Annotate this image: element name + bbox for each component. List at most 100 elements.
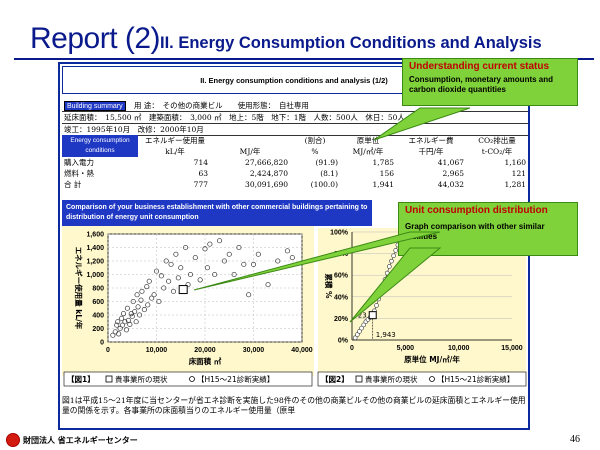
energy-cell: 2,965 [442, 169, 464, 178]
x-tick-label: 20,000 [194, 347, 216, 354]
marker-value-label: 1,943 [376, 331, 396, 339]
callout-distribution-title: Unit consumption distribution [405, 205, 548, 216]
energy-cell: 63 [198, 169, 208, 178]
data-point [170, 288, 177, 294]
y-tick-label: 1,200 [86, 259, 104, 266]
figure-label: 【図1】 [67, 374, 95, 384]
data-point [110, 332, 116, 338]
data-point [255, 251, 261, 257]
data-point [393, 248, 399, 253]
y-tick-label: 0% [338, 338, 349, 345]
energy-table: エネルギー使用量 (割合) 原単位 エネルギー費 CO₂排出量 kL/年 MJ/… [62, 135, 528, 190]
y-tick-label: 40% [334, 294, 349, 301]
energy-cell: 156 [379, 169, 394, 178]
y-axis-label: 累積 % [324, 273, 334, 299]
pointer-1 [373, 107, 471, 141]
energy-cell: 714 [193, 158, 208, 167]
summary-row-built: 竣工：1995年10月 改修：2000年10月 [62, 124, 528, 136]
data-point [275, 258, 281, 264]
building-summary-label: Building summary [64, 101, 126, 111]
legend-circle-icon [429, 376, 435, 382]
energy-head-6: CO₂排出量 [478, 136, 516, 145]
y-tick-label: 60% [334, 273, 349, 280]
data-point [116, 331, 122, 337]
data-point [145, 302, 151, 308]
energy-unit-6: t-CO₂/年 [481, 147, 513, 156]
energy-cell: 1,941 [372, 180, 394, 189]
legend-square-icon [105, 375, 113, 383]
data-point [119, 315, 125, 321]
energy-cell: 44,032 [437, 180, 464, 189]
data-point [122, 319, 128, 325]
data-point [207, 241, 213, 247]
callout-current-status-body: Consumption, monetary amounts and carbon… [409, 75, 554, 94]
data-point [120, 311, 127, 317]
y-tick-label: 1,000 [86, 272, 104, 279]
data-point [156, 298, 162, 305]
data-point [357, 329, 362, 334]
data-point [187, 271, 194, 278]
energy-unit-1: kL/年 [165, 147, 185, 156]
data-point [236, 244, 242, 251]
x-tick-label: 0 [350, 345, 354, 352]
x-tick-label: 15,000 [501, 345, 523, 352]
data-point [391, 253, 396, 259]
page-number: 46 [570, 434, 580, 445]
summary-row-usage: Building summary 用 途： その他の商業ビル 使用形態： 自社専… [62, 100, 528, 112]
data-point [158, 273, 164, 279]
data-point [212, 271, 218, 278]
energy-cell: 購入電力 [64, 158, 94, 167]
data-point [149, 295, 155, 301]
current-building-marker [178, 285, 188, 295]
energy-row-total: 合 計 777 30,091,690 (100.0) 1,941 44,032 … [62, 179, 528, 190]
legend-label: 貴事業所の現状 [115, 374, 168, 384]
energy-cell: 777 [193, 180, 208, 189]
legend-label: 貴事業所の現状 [365, 374, 418, 384]
data-point [185, 282, 191, 288]
data-point [231, 271, 237, 278]
y-tick-label: 200 [92, 326, 104, 333]
data-point [175, 275, 181, 281]
y-tick-label: 0 [100, 340, 104, 347]
data-point [387, 264, 392, 269]
summary-area-text: 延床面積： 15,500 ㎡ 建築面積： 3,000 ㎡ 地上：5階 地下：1階… [64, 113, 405, 122]
legend-box [63, 371, 313, 387]
data-point [168, 261, 174, 267]
energy-cell: 41,067 [437, 158, 464, 167]
comparison-heading: Comparison of your business establishmen… [62, 200, 372, 226]
data-point [202, 246, 208, 252]
energy-unit-5: 千円/年 [418, 147, 444, 156]
data-point [151, 292, 157, 298]
data-point [119, 322, 126, 328]
energy-cell: 30,091,690 [245, 180, 288, 189]
energy-row-electricity: 購入電力 714 27,666,820 (91.9) 1,785 41,067 … [62, 157, 528, 168]
data-point [265, 282, 271, 288]
energy-head-4: 原単位 [356, 136, 380, 145]
legend-box [317, 371, 527, 387]
energy-consumption-label: Energy consumption conditions [62, 135, 138, 157]
cumulative-chart: 100%80%60%40%20%0%05,00010,00015,000231,… [317, 230, 527, 387]
x-tick-label: 40,000 [291, 347, 313, 354]
legend-circle-icon [189, 376, 195, 382]
y-tick-label: 20% [334, 316, 349, 323]
data-point [138, 297, 144, 303]
summary-row-area: 延床面積： 15,500 ㎡ 建築面積： 3,000 ㎡ 地上：5階 地下：1階… [62, 112, 528, 124]
y-tick-label: 600 [92, 299, 104, 306]
callout-current-status: Understanding current status Consumption… [402, 58, 578, 106]
data-point [133, 319, 139, 325]
pointer-2 [193, 231, 441, 291]
energy-head-3: (割合) [304, 136, 326, 145]
data-point [361, 322, 367, 328]
data-point [217, 238, 223, 244]
energy-head-1: エネルギー使用量 [145, 136, 205, 145]
data-point [163, 258, 169, 264]
energy-cell: 2,424,870 [249, 169, 288, 178]
summary-usage-text: 用 途： その他の商業ビル 使用形態： 自社専用 [134, 101, 309, 110]
data-point [197, 277, 203, 283]
x-axis-label: 原単位 MJ/㎡/年 [404, 354, 460, 364]
x-tick-label: 30,000 [243, 347, 265, 354]
data-point [136, 312, 143, 318]
y-tick-label: 1,400 [86, 245, 104, 252]
data-point [123, 327, 129, 333]
